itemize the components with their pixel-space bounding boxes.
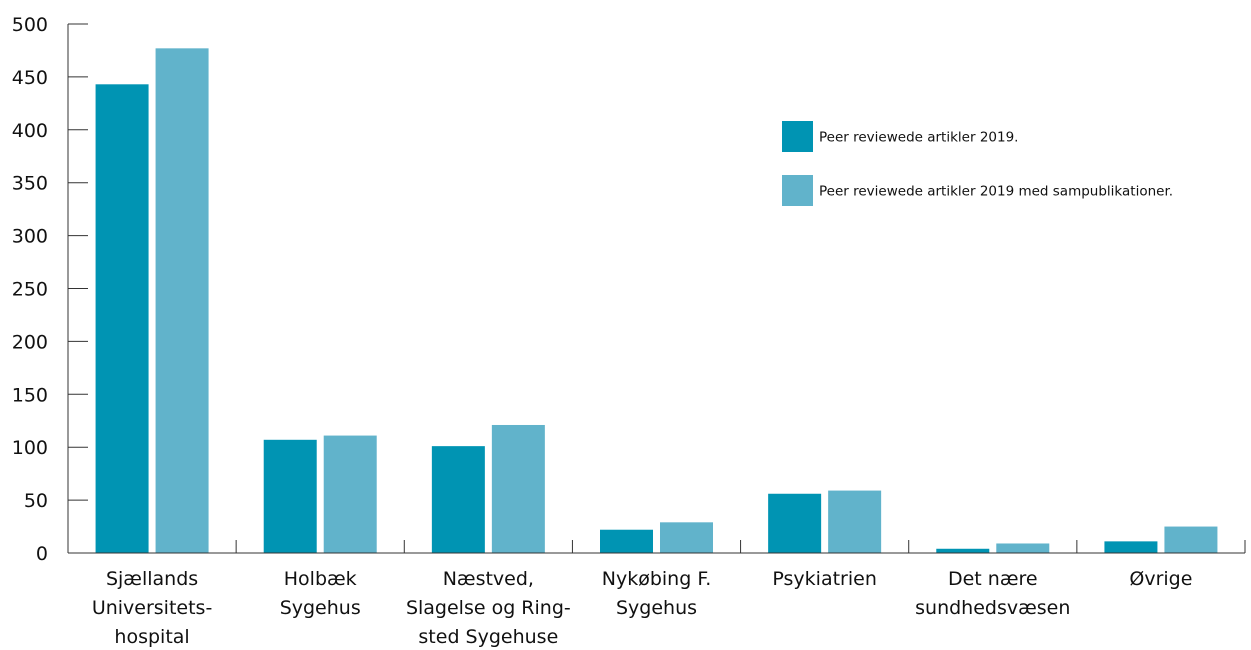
x-category-label: Næstved, Slagelse og Ring-sted Sygehuse	[406, 568, 571, 648]
x-axis: Sjællands Universitets-hospital Holbæk Syge…	[68, 540, 1246, 648]
bar-series-1	[431, 446, 485, 553]
y-axis: 0 50 100 150 200 250 300 350 400 450 500	[12, 14, 88, 565]
y-tick-label: 400	[12, 120, 48, 142]
y-tick-label: 200	[12, 331, 48, 353]
x-category-label-line: Psykiatrien	[772, 568, 876, 590]
y-tick-label: 350	[12, 173, 48, 195]
legend-label: Peer reviewede artikler 2019 med sampubl…	[819, 184, 1173, 200]
bar-series-2	[155, 48, 209, 554]
y-tick-label: 500	[12, 14, 48, 36]
legend: Peer reviewede artikler 2019. Peer review…	[782, 121, 1173, 206]
bar-series-2	[828, 490, 882, 553]
x-category-label-line: Holbæk	[284, 568, 357, 590]
bar-series-2	[323, 435, 377, 553]
bar-series-1	[936, 548, 990, 553]
bars	[95, 48, 1218, 554]
x-category-label-line: Nykøbing F.	[602, 568, 711, 590]
bar-series-1	[768, 493, 822, 553]
bar-series-1	[263, 439, 317, 553]
x-category-label-line: Slagelse og Ring-	[406, 597, 571, 619]
y-tick-label: 50	[24, 490, 48, 512]
x-category-label-line: Universitets-	[92, 597, 213, 619]
x-category-label-line: Det nære	[948, 568, 1038, 590]
legend-swatch	[782, 175, 813, 206]
bar-series-2	[491, 424, 545, 553]
legend-swatch	[782, 121, 813, 152]
x-category-label: Sjællands Universitets-hospital	[92, 568, 213, 648]
bar-series-2	[1164, 526, 1218, 553]
bar-series-1	[1104, 541, 1158, 553]
x-category-label: Det nære sundhedsvæsen	[915, 568, 1070, 619]
y-tick-label: 450	[12, 67, 48, 89]
bar-series-2	[660, 522, 713, 553]
bar-series-1	[95, 84, 149, 553]
bar-series-2	[996, 543, 1050, 553]
x-category-label-line: Sygehus	[616, 597, 697, 619]
y-tick-label: 250	[12, 279, 48, 301]
x-category-label: Holbæk Sygehus	[280, 568, 361, 619]
legend-label: Peer reviewede artikler 2019.	[819, 130, 1018, 146]
y-tick-label: 150	[12, 384, 48, 406]
bar-series-1	[600, 529, 653, 553]
x-category-label: Psykiatrien	[772, 568, 876, 590]
x-category-label-line: Sjællands	[106, 568, 198, 590]
x-category-label: Øvrige	[1129, 568, 1192, 590]
x-category-label-line: Sygehus	[280, 597, 361, 619]
y-tick-label: 100	[12, 437, 48, 459]
x-category-label-line: Næstved,	[443, 568, 534, 590]
x-category-label-line: sundhedsvæsen	[915, 597, 1070, 619]
x-category-label-line: sted Sygehuse	[418, 626, 558, 648]
y-tick-label: 300	[12, 226, 48, 248]
x-category-label: Nykøbing F. Sygehus	[602, 568, 711, 619]
x-category-label-line: hospital	[114, 626, 189, 648]
y-tick-label: 0	[36, 543, 48, 565]
x-category-label-line: Øvrige	[1129, 568, 1192, 590]
